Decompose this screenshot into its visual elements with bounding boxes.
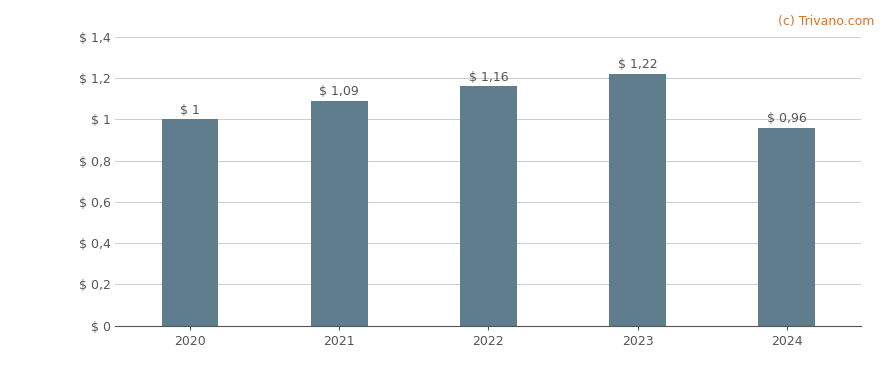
Text: $ 1,22: $ 1,22 — [618, 58, 657, 71]
Text: $ 1,16: $ 1,16 — [469, 71, 508, 84]
Bar — [460, 87, 517, 326]
Text: $ 1,09: $ 1,09 — [320, 85, 359, 98]
Bar — [311, 101, 368, 326]
Text: $ 1: $ 1 — [180, 104, 200, 117]
Text: (c) Trivano.com: (c) Trivano.com — [778, 15, 875, 28]
Bar — [758, 128, 815, 326]
Bar — [162, 120, 218, 326]
Text: $ 0,96: $ 0,96 — [767, 112, 806, 125]
Bar — [609, 74, 666, 326]
